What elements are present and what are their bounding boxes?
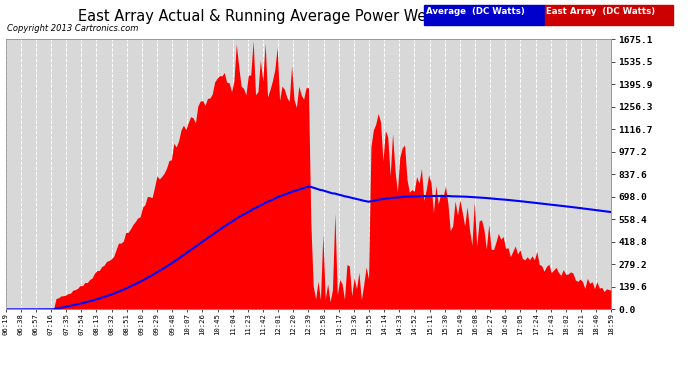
Text: East Array  (DC Watts): East Array (DC Watts) <box>546 8 656 16</box>
Text: Copyright 2013 Cartronics.com: Copyright 2013 Cartronics.com <box>7 24 138 33</box>
Text: East Array Actual & Running Average Power Wed Sep 4 19:16: East Array Actual & Running Average Powe… <box>79 9 529 24</box>
Text: Average  (DC Watts): Average (DC Watts) <box>426 8 524 16</box>
